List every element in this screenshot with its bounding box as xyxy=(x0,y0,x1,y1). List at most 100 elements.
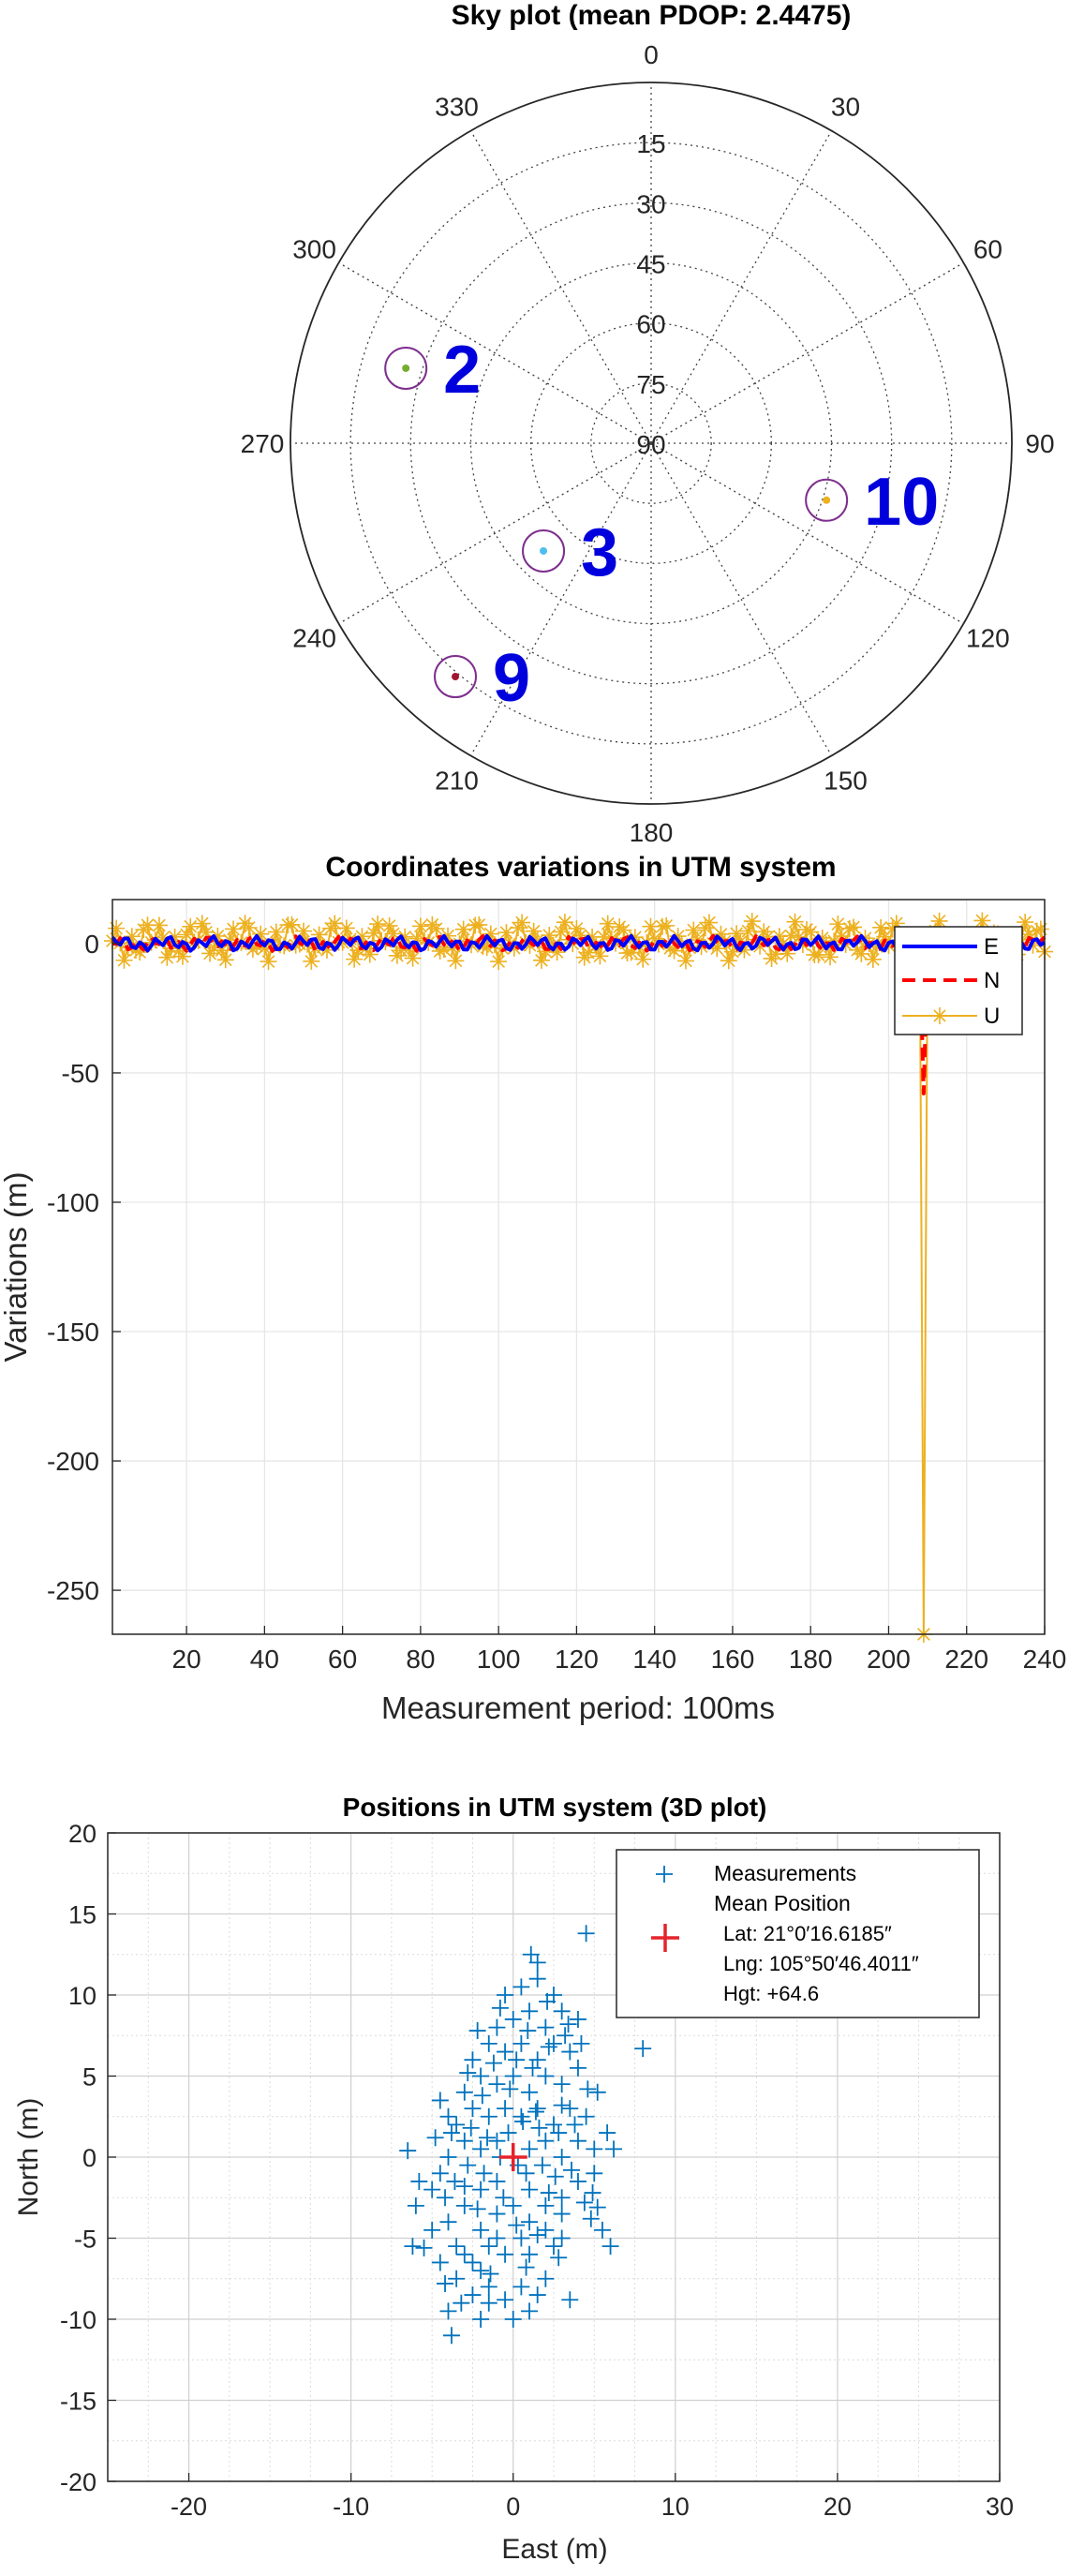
legend-u-star xyxy=(931,1007,948,1024)
measurement-point xyxy=(553,2096,571,2114)
measurement-point xyxy=(442,2124,460,2142)
series-U-marker xyxy=(599,915,616,932)
variations-x-ticks: 20 40 60 80 100 120 140 160 180 200 220 240 xyxy=(172,1626,1067,1674)
series-U-marker xyxy=(798,921,816,939)
series-U-marker xyxy=(182,917,200,935)
measurement-point xyxy=(524,2059,542,2077)
series-U-marker xyxy=(735,941,753,959)
measurement-point xyxy=(475,2165,493,2182)
measurement-point xyxy=(504,2010,522,2028)
satellite-point xyxy=(540,546,548,555)
series-U-marker xyxy=(887,915,905,932)
measurement-point xyxy=(537,2132,555,2150)
measurement-point xyxy=(605,2140,623,2158)
measurement-point xyxy=(472,2221,490,2239)
measurement-point xyxy=(545,2116,562,2134)
sky-elevation-label: 75 xyxy=(636,370,665,399)
variations-x-tick-label: 40 xyxy=(250,1645,279,1674)
variations-x-tick-label: 160 xyxy=(711,1645,755,1674)
series-U-marker xyxy=(642,917,660,935)
positions-y-tick-label: 10 xyxy=(68,1982,97,2010)
measurement-point xyxy=(501,2080,519,2098)
series-U-marker xyxy=(216,951,234,969)
measurement-point xyxy=(455,2132,473,2150)
measurement-point xyxy=(480,2278,497,2296)
series-U-marker xyxy=(353,928,371,946)
positions-x-tick-label: -20 xyxy=(171,2493,207,2521)
satellite-circle xyxy=(434,655,478,699)
series-U-marker xyxy=(505,939,523,957)
legend-measurements-marker xyxy=(656,1866,673,1883)
series-U-marker xyxy=(139,916,156,934)
series-U-marker xyxy=(552,923,570,941)
sky-elevation-ring xyxy=(590,382,712,504)
positions-y-ticks: 20 15 10 5 0 -5 -10 -15 -20 xyxy=(60,1820,116,2496)
measurement-point xyxy=(512,2107,530,2125)
series-U-marker xyxy=(431,942,449,960)
variations-title: Coordinates variations in UTM system xyxy=(325,852,836,883)
measurement-point xyxy=(557,2027,574,2045)
satellite-prn-label: 2 xyxy=(443,333,481,408)
measurement-point xyxy=(582,2210,600,2227)
measurement-point xyxy=(528,2100,546,2118)
mean-position-marker xyxy=(498,2143,527,2171)
series-U-marker xyxy=(150,916,168,934)
variations-chart: Coordinates variations in UTM system 20 4… xyxy=(0,852,1067,1725)
variations-x-tick-label: 180 xyxy=(789,1645,833,1674)
series-U-marker xyxy=(973,912,991,930)
series-U-marker xyxy=(220,931,238,949)
measurement-point xyxy=(572,2034,590,2052)
series-U-marker xyxy=(712,925,730,943)
satellite-prn-label: 10 xyxy=(864,465,939,540)
series-U-marker xyxy=(661,939,679,957)
series-U-marker xyxy=(393,942,410,960)
series-U-marker xyxy=(490,953,508,971)
measurement-point xyxy=(512,2278,530,2296)
series-U-marker xyxy=(252,925,270,943)
series-U-marker xyxy=(303,952,320,970)
measurement-point xyxy=(448,2116,466,2134)
measurement-point xyxy=(410,2172,428,2190)
measurement-point xyxy=(437,2189,454,2207)
measurement-point xyxy=(491,1999,509,2017)
measurement-point xyxy=(530,2119,548,2137)
positions-mean-marker xyxy=(498,2143,527,2171)
measurement-point xyxy=(521,2140,539,2158)
sky-azimuth-label: 270 xyxy=(241,429,285,458)
series-U-marker xyxy=(790,929,808,946)
series-U-marker xyxy=(380,916,398,934)
series-U-marker xyxy=(579,944,597,961)
sky-elevation-label: 15 xyxy=(636,129,665,158)
measurement-point xyxy=(575,2194,593,2211)
measurement-point xyxy=(439,2213,457,2231)
series-U-marker xyxy=(782,927,800,945)
series-U-marker xyxy=(260,953,277,971)
series-U-marker xyxy=(166,928,184,946)
series-U-marker xyxy=(361,946,379,963)
series-U-marker xyxy=(634,950,652,968)
series-U-marker xyxy=(256,939,274,957)
legend-n-label: N xyxy=(984,968,1000,993)
variations-x-tick-label: 240 xyxy=(1023,1645,1067,1674)
sky-azimuth-spoke xyxy=(650,442,833,756)
measurement-point xyxy=(521,2213,539,2231)
measurement-point xyxy=(488,2132,506,2150)
measurement-point xyxy=(488,2172,506,2190)
series-U-marker xyxy=(770,928,788,946)
measurement-point xyxy=(528,1954,546,1972)
measurement-point xyxy=(468,2200,486,2218)
series-U-marker xyxy=(131,944,149,961)
satellite-point xyxy=(452,673,460,681)
positions-chart: Positions in UTM system (3D plot) -20 -10… xyxy=(13,1793,1014,2565)
variations-x-label: Measurement period: 100ms xyxy=(381,1690,775,1725)
sky-azimuth-label: 60 xyxy=(973,235,1002,264)
measurement-point xyxy=(497,1987,514,2003)
series-U-marker xyxy=(853,945,870,962)
positions-x-ticks: -20 -10 0 10 20 30 xyxy=(171,2473,1014,2521)
measurement-point xyxy=(431,2165,449,2182)
series-U-marker xyxy=(209,927,227,945)
measurement-point xyxy=(404,2238,422,2256)
series-U-marker xyxy=(876,928,894,946)
series-U-marker xyxy=(1017,914,1034,931)
positions-y-tick-label: -15 xyxy=(60,2388,97,2416)
